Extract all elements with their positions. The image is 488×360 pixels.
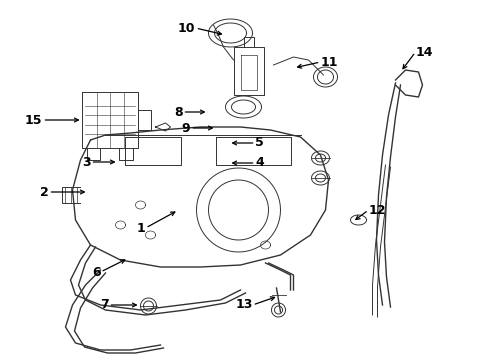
Text: 6: 6 [92,266,101,279]
Text: 14: 14 [415,45,432,58]
Text: 5: 5 [255,136,264,149]
Text: 11: 11 [320,55,337,68]
Text: 13: 13 [235,298,252,311]
Text: 12: 12 [368,203,385,216]
Text: 4: 4 [255,157,264,170]
Text: 8: 8 [174,105,182,118]
Text: 9: 9 [182,122,190,135]
Text: 1: 1 [137,221,145,234]
Text: 15: 15 [25,113,42,126]
Text: 2: 2 [40,185,48,198]
Text: 7: 7 [100,298,108,311]
Text: 10: 10 [178,22,195,35]
Text: 3: 3 [81,156,90,168]
